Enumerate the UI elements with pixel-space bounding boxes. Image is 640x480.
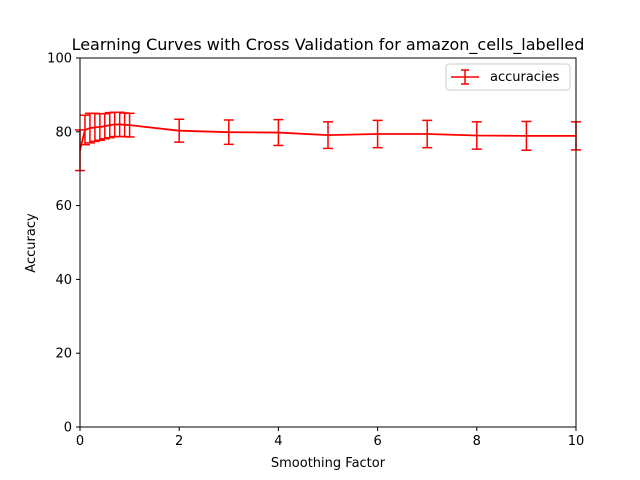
y-tick-label: 60 (55, 199, 72, 214)
x-tick-label: 4 (274, 434, 282, 449)
legend: accuracies (445, 63, 571, 91)
y-tick-label: 100 (47, 52, 72, 67)
legend-box (445, 63, 571, 91)
x-tick-label: 0 (76, 434, 84, 449)
x-tick-label: 10 (568, 434, 585, 449)
y-tick-label: 80 (55, 125, 72, 140)
y-tick-label: 20 (55, 347, 72, 362)
x-tick-label: 6 (373, 434, 381, 449)
y-axis-label: Accuracy (24, 213, 39, 273)
x-tick-label: 8 (473, 434, 481, 449)
series-line (79, 123, 576, 151)
chart-title: Learning Curves with Cross Validation fo… (72, 35, 585, 55)
y-tick-label: 40 (55, 273, 72, 288)
y-tick-label: 0 (64, 421, 72, 436)
x-axis-label: Smoothing Factor (271, 456, 386, 471)
legend-label: accuracies (490, 70, 560, 85)
axes-frame (79, 57, 577, 428)
x-tick-label: 2 (175, 434, 183, 449)
